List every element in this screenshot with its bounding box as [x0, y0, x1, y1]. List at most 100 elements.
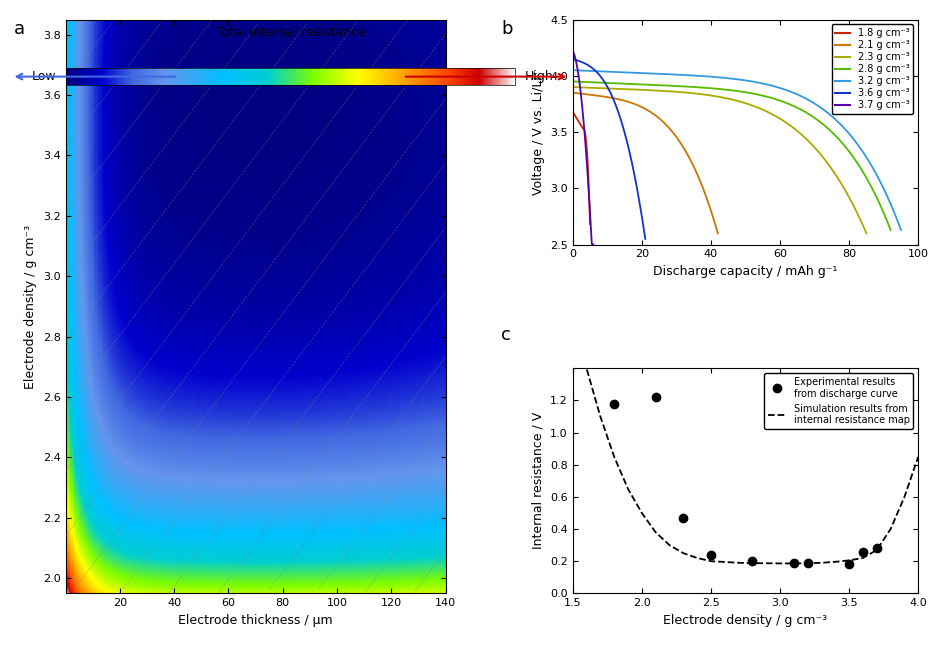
2.1 g cm⁻³ — [699, 191, 710, 199]
1.8 g cm⁻³ — [574, 119, 585, 127]
3.6 g cm⁻³ — [633, 198, 644, 206]
3.6 g cm⁻³ — [580, 61, 592, 68]
1.8 g cm⁻³ — [569, 112, 580, 120]
1.8 g cm⁻³ — [578, 126, 590, 134]
2.1 g cm⁻³ — [711, 230, 723, 237]
1.8 g cm⁻³ — [576, 123, 587, 131]
1.8 g cm⁻³ — [577, 125, 588, 132]
3.7 g cm⁻³ — [586, 241, 597, 248]
1.8 g cm⁻³ — [579, 134, 591, 141]
1.8 g cm⁻³ — [569, 113, 580, 121]
Line: 3.7 g cm⁻³: 3.7 g cm⁻³ — [572, 51, 592, 244]
1.8 g cm⁻³ — [568, 111, 579, 119]
1.8 g cm⁻³ — [566, 108, 578, 115]
2.8 g cm⁻³ — [855, 164, 866, 172]
Legend: 1.8 g cm⁻³, 2.1 g cm⁻³, 2.3 g cm⁻³, 2.8 g cm⁻³, 3.2 g cm⁻³, 3.6 g cm⁻³, 3.7 g cm: 1.8 g cm⁻³, 2.1 g cm⁻³, 2.3 g cm⁻³, 2.8 … — [830, 24, 913, 114]
Line: 2.3 g cm⁻³: 2.3 g cm⁻³ — [572, 87, 866, 233]
1.8 g cm⁻³ — [580, 141, 592, 149]
1.8 g cm⁻³ — [582, 179, 593, 186]
1.8 g cm⁻³ — [573, 117, 584, 125]
3.6 g cm⁻³ — [583, 62, 594, 70]
1.8 g cm⁻³ — [568, 110, 579, 118]
Line: 3.6 g cm⁻³: 3.6 g cm⁻³ — [572, 59, 645, 239]
3.7 g cm⁻³ — [570, 59, 581, 67]
1.8 g cm⁻³ — [573, 119, 584, 126]
X-axis label: Discharge capacity / mAh g⁻¹: Discharge capacity / mAh g⁻¹ — [652, 265, 837, 278]
1.8 g cm⁻³ — [570, 113, 581, 121]
2.8 g cm⁻³ — [755, 91, 767, 99]
1.8 g cm⁻³ — [572, 117, 583, 125]
1.8 g cm⁻³ — [581, 151, 592, 158]
Y-axis label: Electrode density / g cm⁻³: Electrode density / g cm⁻³ — [24, 224, 37, 389]
3.2 g cm⁻³ — [567, 67, 578, 74]
1.8 g cm⁻³ — [575, 122, 586, 130]
2.3 g cm⁻³ — [832, 176, 843, 184]
3.2 g cm⁻³ — [864, 160, 875, 168]
1.8 g cm⁻³ — [580, 137, 592, 145]
1.8 g cm⁻³ — [570, 114, 581, 122]
3.7 g cm⁻³ — [572, 68, 583, 76]
Line: 2.1 g cm⁻³: 2.1 g cm⁻³ — [572, 93, 717, 233]
Text: c: c — [501, 326, 511, 344]
1.8 g cm⁻³ — [571, 115, 582, 123]
Legend: Experimental results
from discharge curve, Simulation results from
internal resi: Experimental results from discharge curv… — [764, 373, 913, 429]
2.3 g cm⁻³ — [860, 230, 871, 237]
1.8 g cm⁻³ — [572, 117, 583, 125]
Y-axis label: Voltage / V vs. Li/Li⁺: Voltage / V vs. Li/Li⁺ — [531, 69, 544, 195]
3.6 g cm⁻³ — [609, 102, 621, 110]
2.3 g cm⁻³ — [567, 83, 578, 91]
X-axis label: Electrode density / g cm⁻³: Electrode density / g cm⁻³ — [663, 614, 826, 627]
1.8 g cm⁻³ — [582, 170, 593, 178]
Line: 3.2 g cm⁻³: 3.2 g cm⁻³ — [572, 70, 900, 230]
2.8 g cm⁻³ — [884, 226, 895, 234]
Text: b: b — [501, 20, 512, 38]
3.7 g cm⁻³ — [566, 47, 578, 55]
1.8 g cm⁻³ — [578, 127, 590, 135]
3.6 g cm⁻³ — [566, 55, 578, 63]
3.7 g cm⁻³ — [573, 73, 584, 81]
2.1 g cm⁻³ — [605, 94, 616, 102]
3.2 g cm⁻³ — [762, 81, 773, 89]
3.7 g cm⁻³ — [574, 81, 585, 89]
3.2 g cm⁻³ — [761, 81, 772, 89]
3.6 g cm⁻³ — [639, 235, 651, 243]
1.8 g cm⁻³ — [577, 124, 588, 132]
1.8 g cm⁻³ — [574, 120, 585, 128]
Line: 1.8 g cm⁻³: 1.8 g cm⁻³ — [572, 111, 590, 224]
2.3 g cm⁻³ — [740, 100, 752, 108]
2.3 g cm⁻³ — [566, 83, 578, 91]
1.8 g cm⁻³ — [571, 115, 582, 123]
1.8 g cm⁻³ — [578, 125, 589, 133]
1.8 g cm⁻³ — [575, 121, 586, 129]
X-axis label: Electrode thickness / μm: Electrode thickness / μm — [178, 614, 332, 627]
2.8 g cm⁻³ — [761, 93, 772, 100]
3.2 g cm⁻³ — [566, 67, 578, 74]
Text: a: a — [14, 20, 25, 38]
1.8 g cm⁻³ — [581, 163, 592, 171]
1.8 g cm⁻³ — [583, 188, 594, 196]
2.8 g cm⁻³ — [566, 78, 578, 85]
1.8 g cm⁻³ — [576, 123, 587, 130]
3.7 g cm⁻³ — [573, 78, 584, 85]
1.8 g cm⁻³ — [579, 131, 591, 139]
2.1 g cm⁻³ — [704, 205, 715, 213]
3.7 g cm⁻³ — [587, 241, 598, 248]
1.8 g cm⁻³ — [570, 113, 581, 121]
1.8 g cm⁻³ — [584, 220, 595, 228]
1.8 g cm⁻³ — [577, 125, 588, 132]
3.2 g cm⁻³ — [842, 130, 854, 138]
Y-axis label: Internal resistance / V: Internal resistance / V — [531, 412, 544, 550]
2.1 g cm⁻³ — [566, 89, 578, 96]
1.8 g cm⁻³ — [574, 121, 585, 128]
2.8 g cm⁻³ — [834, 138, 845, 145]
1.8 g cm⁻³ — [583, 209, 594, 216]
1.8 g cm⁻³ — [567, 108, 578, 116]
1.8 g cm⁻³ — [567, 109, 578, 117]
1.8 g cm⁻³ — [576, 122, 587, 130]
2.1 g cm⁻³ — [593, 92, 605, 100]
1.8 g cm⁻³ — [581, 156, 592, 164]
3.6 g cm⁻³ — [604, 88, 615, 96]
Text: Low: Low — [32, 70, 56, 83]
3.6 g cm⁻³ — [636, 211, 647, 219]
1.8 g cm⁻³ — [567, 110, 578, 117]
